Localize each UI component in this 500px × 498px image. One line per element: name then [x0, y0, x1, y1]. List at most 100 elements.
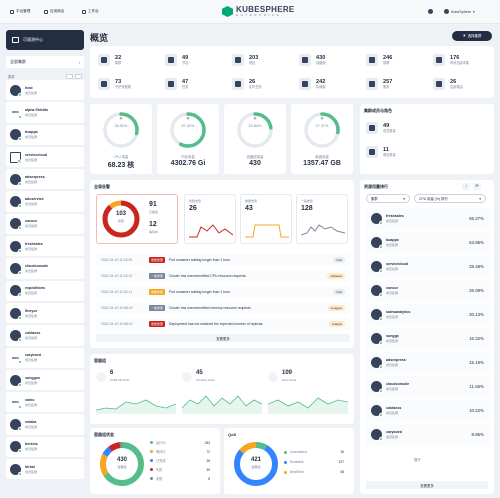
nav-appstore[interactable]: 应用商店 — [44, 9, 64, 14]
stat-text: 22 集群 — [115, 55, 121, 65]
ranking-row[interactable]: buapps 成员集群 53.86% — [366, 232, 490, 253]
cluster-item-text: carks 成员集群 — [25, 398, 37, 407]
ranking-cluster-role: 成员集群 — [386, 363, 399, 367]
cluster-item[interactable]: aws alpha Shields 成员集群 — [6, 102, 84, 123]
ranking-cluster-role: 成员集群 — [386, 339, 399, 343]
cluster-name: songgos — [25, 375, 40, 380]
alert-time: 2022-04-19 11:15:29 — [101, 258, 133, 262]
cluster-item[interactable]: expeditions 成员集群 — [6, 280, 84, 301]
cluster-name: berkins — [25, 442, 38, 447]
alert-level-card[interactable]: 重要告警 43 — [240, 194, 292, 244]
ranking-row[interactable]: servicecloud 成员集群 28.48% — [366, 256, 490, 277]
usage-label: 内存用量 — [181, 155, 195, 159]
stat-value: 242 — [316, 79, 326, 85]
ranking-row[interactable]: songgs 成员集群 16.32% — [366, 328, 490, 349]
stat-item[interactable]: 203 项目 — [226, 50, 290, 70]
aws-icon: aws — [10, 396, 22, 409]
stat-text: 73 守护进程集 — [115, 79, 131, 89]
stat-item[interactable]: 22 集群 — [92, 50, 156, 70]
nav-workbench[interactable]: 工作台 — [82, 9, 99, 14]
cluster-item[interactable]: cloudconsole 成员集群 — [6, 258, 84, 279]
cluster-item[interactable]: servicecloud 成员集群 — [6, 146, 84, 168]
kubernetes-icon — [10, 84, 22, 97]
stat-item[interactable]: 242 存储卷 — [293, 74, 357, 94]
alert-row[interactable]: 2022-04-19 10:58:23 一般告警 Cluster has overc… — [96, 302, 350, 314]
alert-row[interactable]: 2022-04-19 11:02:11 重要告警 Pod container wai… — [96, 286, 350, 298]
cluster-item[interactable]: berkins 成员集群 — [6, 436, 84, 458]
sort-icon[interactable]: ↓ — [462, 183, 470, 190]
resource-icon — [366, 54, 378, 66]
alert-level-card[interactable]: 一般告警 128 — [296, 194, 348, 244]
pod-metric[interactable]: 109 Evict Pods — [268, 370, 350, 420]
cluster-name: coktacss — [25, 330, 41, 335]
stat-item[interactable]: 26 定时任务 — [226, 74, 290, 94]
alert-level-card[interactable]: 危险告警 26 — [184, 194, 236, 244]
ranking-more-button[interactable]: 查看更多 — [366, 481, 488, 489]
alert-sparkline — [301, 224, 345, 236]
cluster-item[interactable]: buapps 成员集群 — [6, 124, 84, 145]
ranking-row-text: coktacss 成员集群 — [386, 406, 401, 415]
theme-toggle[interactable] — [428, 9, 433, 14]
pod-metric[interactable]: 45 Pending Pods — [182, 370, 264, 420]
alert-cluster-tag: songgos — [327, 305, 345, 311]
select-cluster-button[interactable]: ⧩ 选择集群 — [452, 31, 492, 41]
ranking-metric-select[interactable]: CPU 用量 (%) 排行 ▾ — [414, 194, 486, 203]
cluster-item[interactable]: entaka 成员集群 — [6, 414, 84, 435]
ranking-row[interactable]: cloudconsole 成员集群 11.65% — [366, 376, 490, 397]
alert-row[interactable]: 2022-04-19 10:58:10 危险告警 Deployment has no… — [96, 318, 350, 330]
stat-item[interactable]: 257 服务 — [360, 74, 424, 94]
cluster-item[interactable]: aws caryboed 成员集群 — [6, 347, 84, 368]
alert-cluster-tag: host — [333, 289, 345, 295]
cluster-item[interactable]: fineyce 成员集群 — [6, 302, 84, 324]
ranking-expand[interactable]: 展开 — [414, 458, 421, 462]
ranking-row[interactable]: coktacss 成员集群 10.22% — [366, 400, 490, 421]
cluster-item[interactable]: adcservice 成员集群 — [6, 191, 84, 212]
ranking-row[interactable]: concur 成员集群 26.09% — [366, 280, 490, 301]
ranking-type-select[interactable]: 集群 ▾ — [366, 194, 410, 203]
status-dot-icon — [379, 269, 383, 273]
list-view-icon[interactable] — [66, 73, 73, 79]
stat-item[interactable]: 430 容器组 — [293, 50, 357, 70]
kubernetes-icon — [10, 196, 22, 209]
ranking-row[interactable]: freshsales 成员集群 55.27% — [366, 208, 490, 229]
stat-value: 203 — [249, 55, 259, 61]
ranking-row[interactable]: adsexpress 成员集群 15.19% — [366, 352, 490, 373]
usage-ring — [304, 112, 340, 148]
stat-item[interactable]: 49 节点 — [159, 50, 223, 70]
cluster-item[interactable]: aws carks 成员集群 — [6, 392, 84, 413]
cluster-item[interactable]: freshsales 成员集群 — [6, 236, 84, 257]
arrow-left-icon[interactable] — [75, 73, 82, 79]
cluster-item[interactable]: adsexpress 成员集群 — [6, 169, 84, 190]
cluster-item[interactable]: blrbal 成员集群 — [6, 459, 84, 480]
stat-item[interactable]: 26 应用路由 — [427, 74, 491, 94]
cluster-item[interactable]: songgos 成员集群 — [6, 369, 84, 391]
alert-row[interactable]: 2022-04-19 11:15:12 一般告警 Cluster has overc… — [96, 270, 350, 282]
ranking-percent: 20.13% — [469, 312, 484, 317]
refresh-icon[interactable]: ⟳ — [473, 183, 481, 190]
chevron-down-icon: ▾ — [479, 196, 481, 201]
resource-icon — [98, 78, 110, 90]
pod-metric[interactable]: 6 OOM Kill Pods — [96, 370, 178, 420]
alerts-more-button[interactable]: 查看更多 — [96, 334, 350, 342]
cluster-item[interactable]: coktacss 成员集群 — [6, 325, 84, 346]
cluster-item[interactable]: concur 成员集群 — [6, 213, 84, 235]
cluster-item[interactable]: host 成员集群 — [6, 80, 84, 101]
alert-row[interactable]: 2022-04-19 11:15:29 危险告警 Pod container wai… — [96, 254, 350, 266]
donut-segment — [100, 442, 144, 486]
access-center-button[interactable]: 可观测中心 — [6, 30, 84, 50]
page-title: 概览 — [90, 33, 109, 43]
ranking-row-text: freshsales 成员集群 — [386, 214, 404, 223]
cluster-management-item[interactable]: 全部集群 › — [6, 56, 84, 68]
stat-value: 176 — [450, 55, 460, 61]
stat-item[interactable]: 176 有状态副本集 — [427, 50, 491, 70]
stat-item[interactable]: 246 部署 — [360, 50, 424, 70]
ranking-row[interactable]: caryboed 成员集群 8.96% — [366, 424, 490, 445]
stat-item[interactable]: 47 任务 — [159, 74, 223, 94]
ranking-row[interactable]: salesanalytics 成员集群 20.13% — [366, 304, 490, 325]
resource-icon — [98, 54, 110, 66]
stat-item[interactable]: 73 守护进程集 — [92, 74, 156, 94]
user-menu[interactable]: KubeSphere ▾ — [444, 9, 475, 14]
ranking-percent: 16.32% — [469, 336, 484, 341]
donut-segment — [234, 442, 278, 486]
nav-platform[interactable]: 平台管理 — [10, 9, 30, 14]
